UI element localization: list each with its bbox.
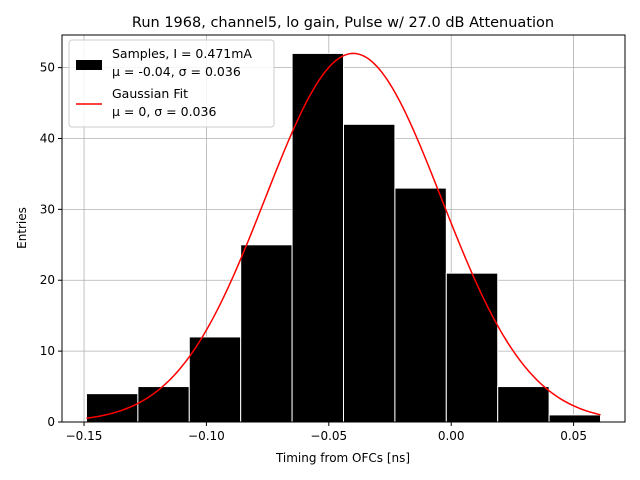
- histogram-bar: [137, 386, 190, 423]
- legend-samples-label: Samples, I = 0.471mA: [112, 46, 252, 61]
- y-tick-label: 10: [40, 344, 55, 358]
- histogram-bars: [85, 52, 602, 423]
- legend-samples-stats: μ = -0.04, σ = 0.036: [112, 64, 241, 79]
- legend: Samples, I = 0.471mA μ = -0.04, σ = 0.03…: [68, 39, 275, 128]
- y-tick-label: 50: [40, 61, 55, 75]
- legend-fit-stats: μ = 0, σ = 0.036: [112, 104, 216, 119]
- x-tick-label: −0.05: [310, 429, 347, 443]
- y-tick-label: 40: [40, 131, 55, 145]
- histogram-bar: [497, 386, 550, 423]
- x-axis-ticks: −0.15 −0.10 −0.05 0.00 0.05: [66, 422, 587, 443]
- x-tick-label: 0.00: [438, 429, 465, 443]
- y-tick-label: 30: [40, 202, 55, 216]
- histogram-bar: [445, 272, 499, 423]
- x-tick-label: −0.15: [66, 429, 103, 443]
- legend-bar-swatch: [76, 60, 102, 70]
- histogram-bar: [240, 244, 293, 423]
- histogram-bar: [394, 187, 447, 423]
- histogram-bar: [548, 414, 602, 423]
- y-axis-label: Entries: [15, 207, 29, 249]
- histogram-bar: [343, 123, 396, 423]
- legend-fit-label: Gaussian Fit: [112, 86, 188, 101]
- x-tick-label: −0.10: [188, 429, 225, 443]
- chart-title: Run 1968, channel5, lo gain, Pulse w/ 27…: [132, 15, 554, 31]
- legend-box: [68, 39, 275, 128]
- y-tick-label: 20: [40, 273, 55, 287]
- plot-frame: [61, 34, 626, 423]
- x-tick-label: 0.05: [560, 429, 587, 443]
- y-axis-ticks: 0 10 20 30 40 50: [40, 61, 62, 429]
- x-axis-label: Timing from OFCs [ns]: [275, 451, 410, 465]
- histogram-bar: [188, 336, 242, 423]
- y-tick-label: 0: [47, 415, 55, 429]
- gaussian-fit-line: [86, 52, 601, 419]
- histogram-bar: [291, 52, 344, 423]
